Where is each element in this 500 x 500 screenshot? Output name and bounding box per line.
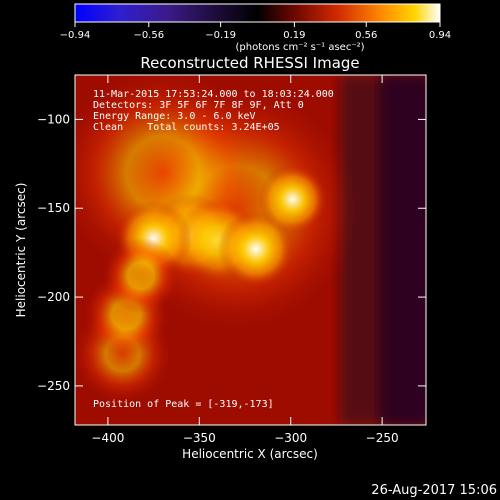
x-tick-label: −250: [366, 431, 399, 445]
y-axis-ticks: −100 −150 −200 −250: [37, 112, 426, 393]
colorbar-unit-label: (photons cm⁻² s⁻¹ asec⁻²): [235, 42, 364, 53]
colorbar-tick-label: 0.19: [283, 30, 305, 41]
chart-title: Reconstructed RHESSI Image: [140, 54, 359, 72]
colorbar-tick-label: −0.56: [133, 30, 164, 41]
annotation-total-counts: Clean Total counts: 3.24E+05: [93, 122, 280, 133]
emission-source: [102, 237, 180, 314]
image-area: [75, 75, 426, 425]
annotation-detectors: Detectors: 3F 5F 6F 7F 8F 9F, Att 0: [93, 100, 304, 111]
y-tick-label: −150: [37, 201, 70, 215]
emission-sources: [75, 75, 358, 403]
colorbar-tick-label: −0.94: [60, 30, 91, 41]
colorbar: [74, 3, 441, 23]
colorbar-ticks: −0.94 −0.56 −0.19 0.19 0.56 0.94: [60, 22, 451, 41]
x-tick-label: −400: [91, 431, 124, 445]
peak-position-label: Position of Peak = [-319,-173]: [93, 399, 274, 410]
annotation-energy-range: Energy Range: 3.0 - 6.0 keV: [93, 111, 256, 122]
x-axis-ticks: −400 −350 −300 −250: [91, 75, 399, 445]
colorbar-tick-label: 0.94: [429, 30, 451, 41]
annotation-time-range: 11-Mar-2015 17:53:24.000 to 18:03:24.000: [93, 89, 334, 100]
plot-frame: [74, 74, 427, 426]
x-axis-label: Heliocentric X (arcsec): [182, 447, 318, 461]
emission-source: [257, 164, 328, 235]
x-tick-label: −300: [274, 431, 307, 445]
y-tick-label: −200: [37, 290, 70, 304]
y-tick-label: −100: [37, 112, 70, 126]
emission-source: [217, 210, 295, 288]
dark-right-edge: [380, 75, 426, 425]
observation-annotations: 11-Mar-2015 17:53:24.000 to 18:03:24.000…: [93, 89, 334, 133]
footer-date: 26-Aug-2017 15:06: [371, 483, 497, 498]
y-axis-label: Heliocentric Y (arcsec): [14, 183, 28, 318]
y-tick-label: −250: [37, 379, 70, 393]
colorbar-tick-label: −0.19: [205, 30, 236, 41]
x-tick-label: −350: [183, 431, 216, 445]
colorbar-tick-label: 0.56: [355, 30, 377, 41]
